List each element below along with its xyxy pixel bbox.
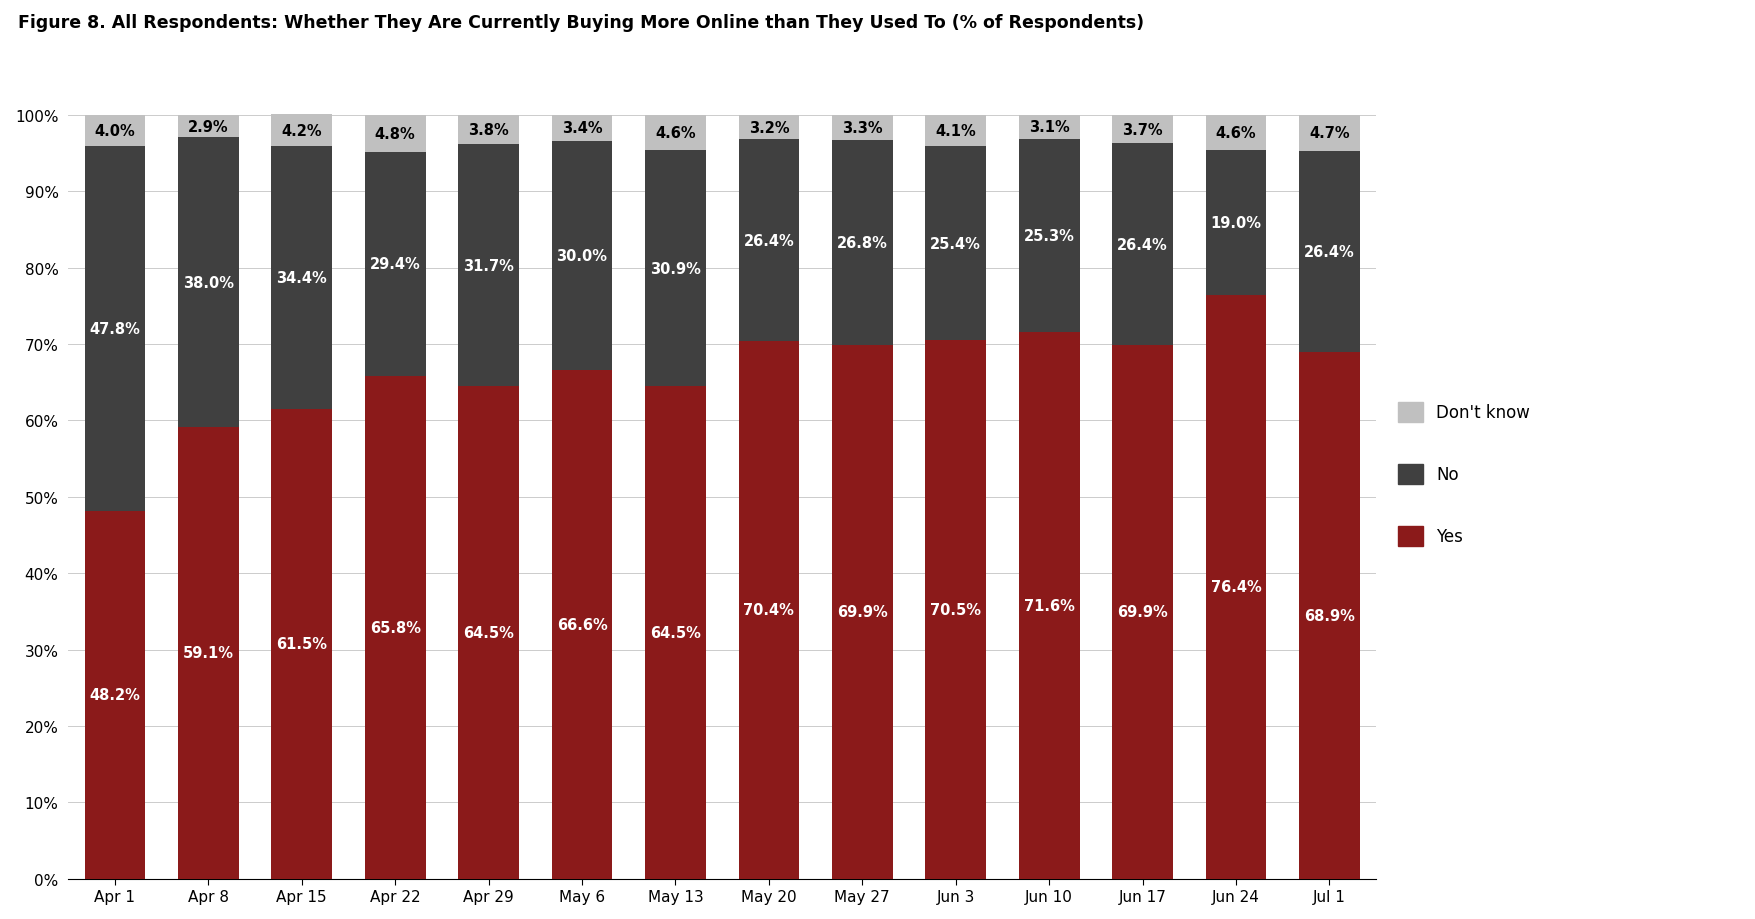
Bar	[177, 116, 239, 138]
Bar	[365, 377, 425, 879]
Text: 4.1%: 4.1%	[935, 124, 976, 139]
Bar	[1018, 333, 1079, 879]
Text: 26.4%: 26.4%	[742, 233, 793, 248]
Text: 26.4%: 26.4%	[1304, 245, 1355, 260]
Text: 65.8%: 65.8%	[370, 620, 421, 635]
Bar	[458, 116, 519, 145]
Text: 4.7%: 4.7%	[1309, 126, 1350, 142]
Bar	[739, 141, 799, 342]
Text: 3.2%: 3.2%	[748, 120, 788, 136]
Bar	[1018, 140, 1079, 333]
Text: 31.7%: 31.7%	[463, 258, 514, 273]
Bar	[177, 138, 239, 428]
Bar	[365, 153, 425, 377]
Bar	[177, 428, 239, 879]
Text: 59.1%: 59.1%	[183, 646, 233, 661]
Bar	[1299, 353, 1358, 879]
Bar	[1299, 116, 1358, 152]
Bar	[458, 387, 519, 879]
Text: 34.4%: 34.4%	[276, 271, 326, 286]
Legend: Don't know, No, Yes: Don't know, No, Yes	[1397, 403, 1529, 547]
Bar	[832, 141, 892, 346]
Text: 4.6%: 4.6%	[655, 126, 695, 141]
Bar	[365, 116, 425, 153]
Text: 3.3%: 3.3%	[841, 121, 883, 136]
Text: 69.9%: 69.9%	[837, 605, 888, 619]
Bar	[1111, 144, 1172, 346]
Text: 26.4%: 26.4%	[1116, 237, 1167, 253]
Text: 64.5%: 64.5%	[649, 625, 700, 641]
Bar	[644, 387, 706, 879]
Text: 71.6%: 71.6%	[1023, 598, 1074, 613]
Bar	[925, 116, 986, 147]
Text: 19.0%: 19.0%	[1209, 216, 1260, 231]
Text: 29.4%: 29.4%	[370, 257, 421, 272]
Text: 4.6%: 4.6%	[1214, 126, 1255, 141]
Text: 47.8%: 47.8%	[90, 322, 140, 336]
Bar	[272, 410, 332, 879]
Bar	[1111, 346, 1172, 879]
Text: 70.4%: 70.4%	[742, 603, 793, 618]
Text: 4.8%: 4.8%	[374, 127, 416, 142]
Bar	[739, 116, 799, 141]
Bar	[84, 146, 146, 511]
Bar	[1206, 116, 1265, 151]
Bar	[551, 370, 612, 879]
Text: 2.9%: 2.9%	[188, 119, 228, 134]
Text: 30.9%: 30.9%	[649, 261, 700, 277]
Bar	[925, 147, 986, 341]
Text: 25.4%: 25.4%	[930, 236, 981, 252]
Bar	[644, 151, 706, 387]
Text: 70.5%: 70.5%	[930, 602, 981, 618]
Text: 3.4%: 3.4%	[562, 121, 602, 136]
Text: 3.7%: 3.7%	[1121, 122, 1162, 138]
Text: 25.3%: 25.3%	[1023, 229, 1074, 244]
Bar	[272, 115, 332, 147]
Text: 4.2%: 4.2%	[281, 124, 321, 139]
Text: 76.4%: 76.4%	[1209, 580, 1260, 595]
Bar	[1299, 152, 1358, 353]
Bar	[551, 116, 612, 142]
Bar	[272, 147, 332, 410]
Bar	[1018, 116, 1079, 140]
Text: 4.0%: 4.0%	[95, 124, 135, 139]
Bar	[925, 341, 986, 879]
Text: 3.8%: 3.8%	[469, 123, 509, 138]
Text: 26.8%: 26.8%	[837, 236, 888, 251]
Bar	[832, 116, 892, 141]
Bar	[739, 342, 799, 879]
Text: 66.6%: 66.6%	[556, 618, 607, 632]
Text: 48.2%: 48.2%	[90, 687, 140, 702]
Bar	[1206, 296, 1265, 879]
Text: 64.5%: 64.5%	[463, 625, 514, 641]
Bar	[551, 142, 612, 370]
Bar	[1206, 151, 1265, 296]
Text: 68.9%: 68.9%	[1304, 608, 1355, 623]
Text: 3.1%: 3.1%	[1028, 120, 1069, 135]
Bar	[458, 145, 519, 387]
Text: 61.5%: 61.5%	[276, 637, 326, 652]
Bar	[84, 116, 146, 146]
Bar	[1111, 116, 1172, 144]
Text: 38.0%: 38.0%	[183, 276, 233, 290]
Bar	[832, 346, 892, 879]
Text: 69.9%: 69.9%	[1116, 605, 1167, 619]
Text: Figure 8. All Respondents: Whether They Are Currently Buying More Online than Th: Figure 8. All Respondents: Whether They …	[18, 14, 1143, 32]
Bar	[644, 116, 706, 151]
Bar	[84, 511, 146, 879]
Text: 30.0%: 30.0%	[556, 249, 607, 264]
